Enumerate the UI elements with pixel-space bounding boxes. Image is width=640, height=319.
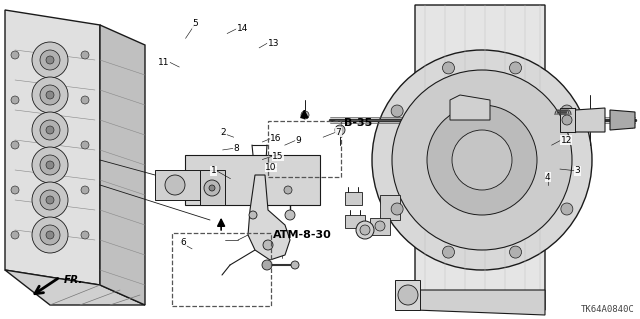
Circle shape [81, 231, 89, 239]
Text: 9: 9 [296, 136, 301, 145]
Text: 4: 4 [545, 173, 550, 182]
Circle shape [509, 62, 522, 74]
Circle shape [81, 186, 89, 194]
Circle shape [81, 96, 89, 104]
Polygon shape [5, 10, 100, 285]
Polygon shape [370, 218, 390, 235]
Circle shape [356, 221, 374, 239]
Circle shape [81, 141, 89, 149]
Text: 11: 11 [158, 58, 170, 67]
Polygon shape [415, 290, 545, 315]
Circle shape [442, 246, 454, 258]
Circle shape [391, 203, 403, 215]
Polygon shape [395, 280, 420, 310]
Circle shape [391, 105, 403, 117]
Circle shape [40, 50, 60, 70]
Circle shape [40, 155, 60, 175]
Polygon shape [610, 110, 635, 130]
Text: 7: 7 [335, 128, 341, 137]
Circle shape [561, 105, 573, 117]
Circle shape [209, 185, 215, 191]
Circle shape [562, 115, 572, 125]
Text: 13: 13 [268, 39, 279, 48]
Circle shape [32, 147, 68, 183]
Bar [172, 233, 271, 306]
Text: FR.: FR. [64, 275, 83, 285]
Circle shape [11, 51, 19, 59]
Circle shape [40, 120, 60, 140]
Polygon shape [575, 108, 605, 132]
Circle shape [32, 42, 68, 78]
Circle shape [11, 141, 19, 149]
Polygon shape [248, 175, 290, 260]
Polygon shape [345, 192, 362, 205]
Polygon shape [155, 170, 200, 200]
Circle shape [40, 225, 60, 245]
Polygon shape [185, 155, 320, 205]
Circle shape [509, 246, 522, 258]
Text: 5: 5 [193, 19, 198, 28]
Text: 6: 6 [180, 238, 186, 247]
Circle shape [165, 175, 185, 195]
Circle shape [291, 261, 299, 269]
Text: 2: 2 [221, 128, 227, 137]
Text: 14: 14 [237, 24, 248, 33]
Circle shape [335, 125, 345, 135]
Circle shape [46, 161, 54, 169]
Polygon shape [450, 95, 490, 120]
Circle shape [427, 105, 537, 215]
Circle shape [32, 217, 68, 253]
Circle shape [284, 186, 292, 194]
Circle shape [32, 112, 68, 148]
Polygon shape [380, 195, 400, 220]
Circle shape [46, 56, 54, 64]
Circle shape [11, 231, 19, 239]
Circle shape [81, 51, 89, 59]
Text: 12: 12 [561, 136, 572, 145]
Text: 16: 16 [270, 134, 282, 143]
Circle shape [46, 126, 54, 134]
Circle shape [46, 196, 54, 204]
Polygon shape [100, 25, 145, 305]
Circle shape [32, 77, 68, 113]
Text: B-35: B-35 [344, 118, 372, 128]
Circle shape [11, 186, 19, 194]
Circle shape [561, 203, 573, 215]
Circle shape [442, 62, 454, 74]
Text: 15: 15 [272, 152, 284, 161]
Circle shape [398, 285, 418, 305]
Text: 8: 8 [234, 144, 239, 153]
Circle shape [249, 211, 257, 219]
Circle shape [40, 190, 60, 210]
Text: 10: 10 [265, 163, 276, 172]
Circle shape [11, 96, 19, 104]
Circle shape [32, 182, 68, 218]
Polygon shape [345, 215, 365, 228]
Text: 1: 1 [211, 166, 216, 175]
Circle shape [452, 130, 512, 190]
Circle shape [46, 91, 54, 99]
Circle shape [360, 225, 370, 235]
Circle shape [372, 50, 592, 270]
Bar [268, 121, 341, 177]
Text: TK64A0840C: TK64A0840C [581, 305, 635, 314]
Circle shape [392, 70, 572, 250]
Circle shape [262, 260, 272, 270]
Circle shape [263, 240, 273, 250]
Circle shape [301, 111, 309, 119]
Polygon shape [415, 5, 545, 310]
Circle shape [46, 231, 54, 239]
Circle shape [204, 180, 220, 196]
Text: ATM-8-30: ATM-8-30 [273, 230, 332, 240]
Polygon shape [200, 170, 225, 205]
Text: 3: 3 [575, 166, 580, 175]
Polygon shape [560, 108, 575, 132]
Circle shape [285, 210, 295, 220]
Circle shape [375, 221, 385, 231]
Polygon shape [5, 270, 145, 305]
Circle shape [40, 85, 60, 105]
